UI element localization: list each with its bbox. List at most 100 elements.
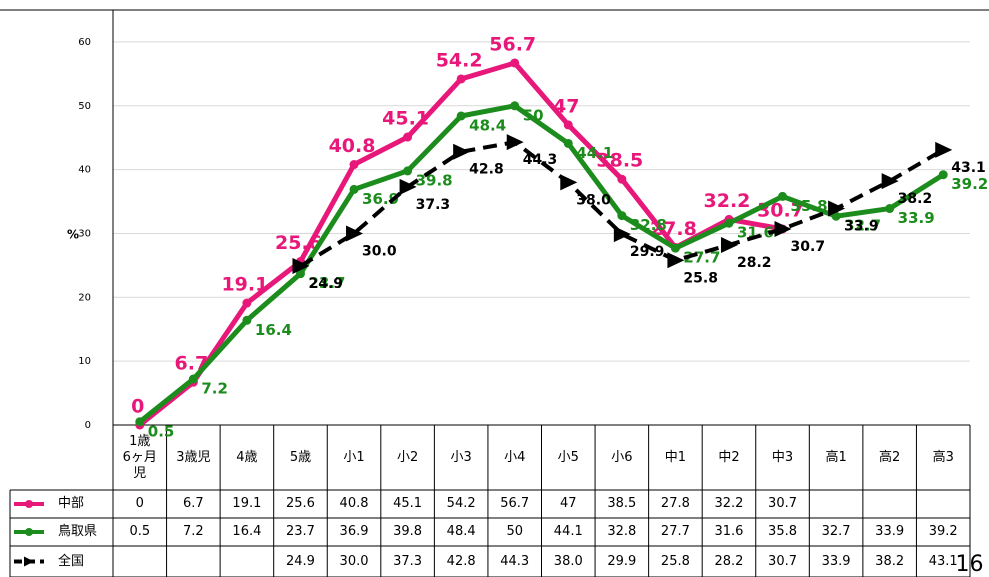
data-label: 27.8 <box>650 218 697 240</box>
data-label: 44.1 <box>576 144 613 162</box>
table-value: 27.7 <box>660 524 690 539</box>
data-label: 32.8 <box>630 216 667 234</box>
table-value: 43.1 <box>928 553 958 569</box>
table-value: 6.7 <box>183 496 204 511</box>
marker <box>881 173 899 190</box>
data-label: 43.1 <box>951 160 986 176</box>
data-label: 42.8 <box>469 162 504 178</box>
legend-label: 鳥取県 <box>58 524 98 539</box>
legend-label: 中部 <box>58 496 85 511</box>
marker <box>399 178 417 195</box>
category-label: 3歳児 <box>176 449 211 465</box>
table-value <box>863 490 917 518</box>
data-label: 38.5 <box>596 150 643 172</box>
data-label: 37.3 <box>416 197 451 213</box>
marker <box>560 174 578 191</box>
marker <box>831 211 841 221</box>
marker <box>613 226 631 243</box>
category-label: 中1 <box>664 449 687 465</box>
table-value: 36.9 <box>339 524 369 539</box>
table-value: 30.0 <box>339 553 369 569</box>
marker <box>828 200 846 217</box>
data-label: 23.7 <box>308 274 345 292</box>
marker <box>774 220 792 237</box>
category-label: 中3 <box>771 449 794 465</box>
table-value: 29.9 <box>607 553 637 569</box>
data-label: 45.1 <box>382 108 429 130</box>
table-value: 38.0 <box>553 553 583 569</box>
category-label: 小5 <box>557 449 579 465</box>
marker <box>188 374 198 384</box>
data-label: 24.9 <box>308 276 343 292</box>
table-value: 47 <box>560 496 577 511</box>
table-value: 39.8 <box>393 524 423 539</box>
marker <box>292 258 310 275</box>
table-value <box>220 546 274 577</box>
marker <box>510 101 520 111</box>
table-value: 25.8 <box>660 553 690 569</box>
table-value: 40.8 <box>339 496 369 511</box>
table-value: 27.8 <box>660 496 690 511</box>
marker <box>720 236 738 253</box>
marker <box>453 143 471 160</box>
data-label: 7.2 <box>201 380 228 398</box>
marker <box>510 58 520 68</box>
table-value: 32.7 <box>821 524 851 539</box>
table-value: 33.9 <box>821 553 851 569</box>
table-value: 38.2 <box>875 553 905 569</box>
y-tick-label: 30 <box>78 228 91 239</box>
data-label: 30.7 <box>791 239 826 255</box>
table-value: 30.7 <box>768 553 797 569</box>
y-tick-label: 0 <box>85 420 91 431</box>
table-value: 33.9 <box>875 524 905 539</box>
data-label: 38.2 <box>898 191 933 207</box>
y-tick-label: 60 <box>78 37 91 48</box>
table-value: 32.2 <box>714 496 744 511</box>
marker <box>617 211 627 221</box>
category-label: 5歳 <box>289 449 312 465</box>
table-value: 31.6 <box>714 524 744 539</box>
data-label: 28.2 <box>737 255 772 271</box>
data-label: 50 <box>523 106 544 124</box>
table-value: 38.5 <box>607 496 637 511</box>
category-label: 中2 <box>718 449 740 465</box>
data-label: 27.7 <box>683 249 720 267</box>
marker <box>938 170 948 180</box>
category-label: 高2 <box>879 449 901 465</box>
data-label: 32.7 <box>844 217 881 235</box>
marker <box>242 298 252 308</box>
table-value: 39.2 <box>928 524 958 539</box>
table-value: 0 <box>135 496 144 511</box>
table-value <box>916 490 970 518</box>
table-value: 56.7 <box>500 496 530 511</box>
table-value: 19.1 <box>232 496 262 511</box>
data-label: 38.0 <box>576 192 611 208</box>
y-tick-label: 50 <box>78 101 91 112</box>
marker <box>885 204 895 214</box>
y-tick-label: 10 <box>78 356 91 367</box>
marker <box>935 141 953 158</box>
category-label: 4歳 <box>236 449 258 465</box>
legend-marker <box>25 500 33 508</box>
legend-label: 全国 <box>58 553 85 569</box>
data-label: 39.2 <box>951 175 988 193</box>
table-value: 30.7 <box>768 496 797 511</box>
data-label: 35.8 <box>791 197 828 215</box>
marker <box>403 166 413 176</box>
table-value: 42.8 <box>446 553 476 569</box>
table-value: 48.4 <box>446 524 476 539</box>
marker <box>242 315 252 325</box>
y-tick-label: 20 <box>78 292 91 303</box>
marker <box>778 191 788 201</box>
table-value: 44.3 <box>500 553 530 569</box>
data-label: 47 <box>553 95 579 117</box>
table-value: 28.2 <box>714 553 744 569</box>
legend-marker <box>25 528 33 536</box>
data-label: 0.5 <box>148 422 175 440</box>
data-label: 31.6 <box>737 224 774 242</box>
marker <box>295 269 305 279</box>
data-label: 19.1 <box>221 274 268 296</box>
data-label: 16.4 <box>255 321 292 339</box>
marker <box>456 111 466 121</box>
